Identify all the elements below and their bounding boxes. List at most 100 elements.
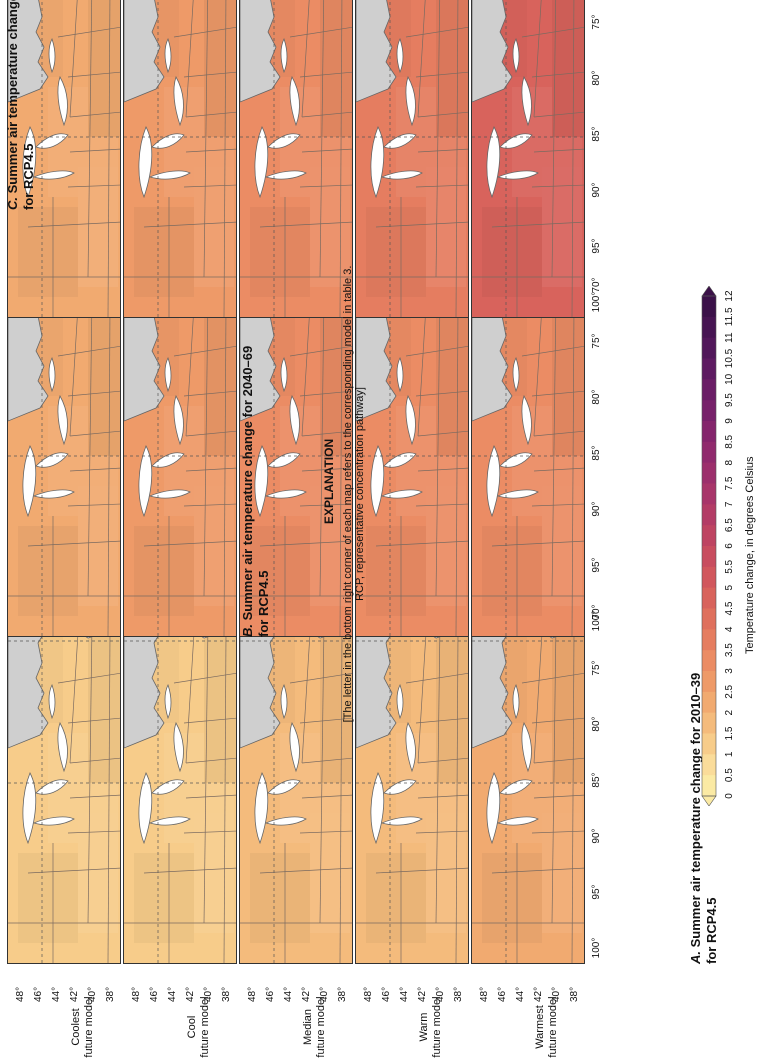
latitude-label: 46° (265, 986, 276, 1002)
state-boundary (69, 632, 79, 764)
temperature-patch (482, 853, 542, 943)
colorbar-segment (702, 732, 716, 755)
longitude-label: 95° (591, 238, 602, 254)
colorbar-segment (702, 503, 716, 526)
latitude-label: 40° (203, 986, 214, 1002)
great-lake (405, 722, 416, 773)
state-boundary (301, 111, 353, 118)
temperature-patch (320, 0, 353, 137)
state-boundary (69, 0, 79, 118)
state-boundary (533, 430, 585, 437)
state-boundary (531, 503, 585, 507)
temperature-patch (194, 167, 234, 287)
row-label-line1: Warmest (534, 1005, 546, 1049)
great-lake (151, 779, 185, 795)
colorbar-segment (702, 399, 716, 421)
temperature-patch (542, 167, 582, 287)
colorbar-tick-label: 3.5 (724, 643, 735, 658)
temperature-patch (18, 853, 78, 943)
latitude-label: 42° (417, 986, 428, 1002)
row-label-line2: future model (199, 996, 211, 1058)
state-boundary (491, 867, 585, 874)
colorbar-outline (701, 295, 717, 797)
latitude-label: 46° (149, 986, 160, 1002)
colorbar-svg (701, 285, 717, 807)
state-boundary (455, 305, 459, 636)
state-boundary (185, 757, 237, 764)
great-lake (32, 816, 75, 826)
great-lake (486, 772, 501, 845)
panel-letter: A. (688, 951, 703, 964)
colorbar-segment (702, 441, 716, 463)
state-boundary (69, 148, 121, 153)
colorbar-segment (702, 670, 716, 692)
state-boundary (551, 295, 557, 597)
state-boundary (551, 0, 557, 278)
map-panel: S (123, 604, 237, 964)
map-svg (356, 0, 469, 317)
colorbar-tick-label: 11 (724, 332, 735, 343)
state-boundary (339, 632, 343, 963)
latitude-label: 48° (363, 986, 374, 1002)
great-lake (512, 356, 520, 393)
great-lake (57, 395, 68, 446)
state-boundary (417, 111, 469, 118)
longitude-label: 80° (591, 716, 602, 732)
map-svg (8, 0, 121, 317)
temperature-patch (320, 623, 353, 783)
state-boundary (87, 0, 93, 278)
panel-letter: C. (5, 197, 20, 210)
colorbar-segment (702, 378, 716, 401)
state-boundary (223, 0, 227, 317)
row-label-line2: future model (547, 996, 559, 1058)
row-label-line2: future model (315, 996, 327, 1058)
great-lake (405, 76, 416, 127)
longitude-label: 95° (591, 884, 602, 900)
canada-region (124, 604, 167, 749)
colorbar-segment (702, 566, 716, 588)
great-lake (264, 170, 307, 180)
state-boundary (417, 148, 469, 153)
longitude-label: 90° (591, 182, 602, 198)
colorbar-tick-label: 1 (724, 751, 735, 758)
row-label-line1: Cool (186, 1015, 198, 1039)
row-label: Warm future model (418, 992, 444, 1062)
state-boundary (375, 867, 469, 874)
map-panel: D (355, 277, 469, 637)
state-boundary (533, 0, 543, 118)
canada-region (8, 604, 51, 749)
state-boundary (531, 717, 585, 724)
state-boundary (299, 830, 353, 834)
panel-title-line2: for RCP4.5 (256, 570, 271, 637)
map-panel: Q (239, 604, 353, 964)
map-svg (240, 604, 353, 963)
panel-title-c: C. Summer air temperature change for 207… (5, 0, 37, 210)
colorbar-tick-label: 10.5 (724, 348, 735, 369)
temperature-patch (204, 623, 237, 783)
state-boundary (339, 0, 343, 317)
state-boundary (289, 345, 353, 357)
state-boundary (521, 672, 585, 684)
great-lake (370, 445, 385, 518)
state-boundary (259, 540, 353, 547)
great-lake (383, 452, 417, 468)
latitude-label: 40° (551, 986, 562, 1002)
map-svg (124, 0, 237, 317)
state-boundary (183, 503, 237, 507)
colorbar-tick-label: 1.5 (724, 726, 735, 741)
state-boundary (417, 632, 427, 764)
colorbar-segment (702, 607, 716, 630)
great-lake (289, 722, 300, 773)
great-lake (22, 772, 37, 845)
temperature-patch (426, 813, 466, 933)
colorbar-tick-label: 5.5 (724, 559, 735, 574)
state-boundary (533, 148, 585, 153)
map-panel: T (7, 604, 121, 964)
great-lake (267, 133, 301, 149)
state-boundary (87, 622, 93, 924)
latitude-label: 40° (87, 986, 98, 1002)
colorbar-segment (702, 753, 716, 776)
state-boundary (185, 467, 237, 472)
latitude-label: 42° (301, 986, 312, 1002)
